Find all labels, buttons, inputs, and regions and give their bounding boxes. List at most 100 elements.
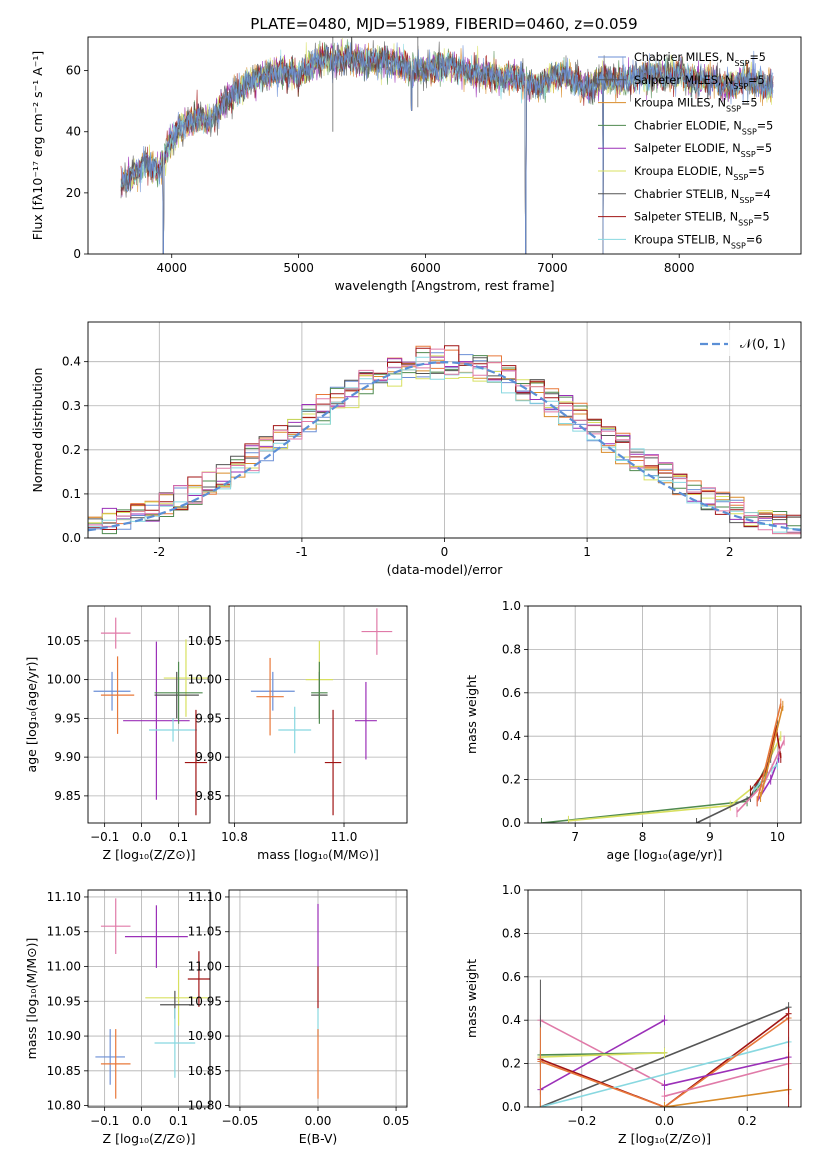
x-tick-label: -2	[153, 545, 165, 559]
y-tick-label: 9.85	[54, 789, 81, 803]
x-tick-label: 1	[583, 545, 591, 559]
legend-label: Chabrier MILES, NSSP=5	[634, 51, 766, 68]
x-tick-label: 0.0	[132, 1114, 151, 1128]
spectrum-line	[120, 42, 774, 254]
mass-vs-extinction-panel: −0.05 0.00 0.05 10.80 10.85 10.90 10.95 11.00 11…	[188, 889, 409, 1146]
y-tick-label: 0.4	[502, 1013, 521, 1027]
x-axis-label: Z [log₁₀(Z/Z⊙)]	[618, 1131, 711, 1146]
plot-area	[93, 617, 209, 816]
y-tick-label: 10.95	[47, 994, 81, 1008]
y-tick-label: 10.85	[47, 1064, 81, 1078]
legend-value: =5	[757, 119, 774, 132]
y-tick-label: 10.80	[47, 1099, 81, 1113]
y-tick-label: 9.95	[54, 711, 81, 725]
y-tick-label: 10.00	[47, 673, 81, 687]
legend-value: =4	[754, 188, 771, 201]
x-axis-label: Z [log₁₀(Z/Z⊙)]	[103, 847, 196, 862]
legend-subscript: SSP	[733, 173, 748, 182]
y-tick-label: 0.6	[502, 970, 521, 984]
legend-subscript: SSP	[733, 81, 748, 90]
y-axis-label: Normed distribution	[30, 368, 45, 493]
y-axis-label: Flux [fλ10⁻¹⁷ erg cm⁻² s⁻¹ A⁻¹]	[30, 51, 45, 240]
legend: Chabrier MILES, NSSP=5 Salpeter MILES, NS…	[598, 51, 773, 250]
x-tick-label: 0	[441, 545, 449, 559]
plot-area	[95, 898, 210, 1099]
axes-border	[87, 605, 211, 824]
x-tick-label: −0.05	[222, 1114, 259, 1128]
y-tick-label: 20	[66, 186, 81, 200]
mass-vs-metallicity-panel: −0.1 0.0 0.1 10.80 10.85 10.90 10.95 11.00 11.05…	[24, 889, 211, 1146]
weight-line	[540, 1013, 790, 1107]
plot-area	[540, 698, 785, 823]
legend-subscript: SSP	[726, 104, 741, 113]
y-tick-label: 9.90	[195, 750, 222, 764]
axes-frame: 7 8 9 10 0.0 0.2 0.4 0.6 0.8 1.0 age [log₁₀(age/yr…	[464, 599, 802, 862]
y-tick-label: 1.0	[502, 883, 521, 897]
weight-line	[540, 1052, 665, 1058]
plot-area	[537, 979, 792, 1107]
legend-label: Chabrier STELIB, NSSP=4	[634, 188, 771, 205]
plot-area	[250, 608, 393, 816]
x-tick-label: 0.0	[132, 830, 151, 844]
weight-line	[759, 705, 784, 798]
legend-subscript: SSP	[734, 59, 749, 68]
y-axis-label: mass weight	[464, 675, 479, 754]
x-tick-label: 10	[770, 830, 785, 844]
y-axis-label: age [log₁₀(age/yr)]	[24, 657, 39, 773]
x-tick-label: 0.1	[169, 830, 188, 844]
x-tick-label: 4000	[156, 261, 187, 275]
legend-value: =5	[749, 51, 766, 64]
axes-frame: 4000 5000 6000 7000 8000 0 20 40 60 wavelength [A…	[30, 36, 802, 293]
weight-line	[568, 735, 782, 822]
x-axis-label: age [log₁₀(age/yr)]	[607, 847, 723, 862]
spectrum-panel: 4000 5000 6000 7000 8000 0 20 40 60 wavelength [A…	[30, 36, 802, 293]
legend-label: Kroupa MILES, NSSP=5	[634, 97, 757, 114]
axes-frame: −0.1 0.0 0.1 10.80 10.85 10.90 10.95 11.00 11.05…	[24, 889, 211, 1146]
y-tick-label: 9.95	[195, 711, 222, 725]
y-tick-label: 10.80	[188, 1099, 222, 1113]
x-axis-label: (data-model)/error	[387, 562, 504, 577]
y-tick-label: 11.05	[188, 925, 222, 939]
y-tick-label: 11.00	[188, 960, 222, 974]
x-tick-label: 8000	[664, 261, 695, 275]
y-tick-label: 0.0	[502, 816, 521, 830]
y-tick-label: 10.95	[188, 994, 222, 1008]
weight-vs-age-panel: 7 8 9 10 0.0 0.2 0.4 0.6 0.8 1.0 age [log₁₀(age/yr…	[464, 599, 802, 862]
x-tick-label: 5000	[283, 261, 314, 275]
y-tick-label: 0.0	[62, 531, 81, 545]
x-tick-label: −0.1	[90, 830, 119, 844]
weight-line	[540, 1019, 665, 1087]
legend-label: Kroupa STELIB, NSSP=6	[634, 233, 762, 250]
weight-line	[756, 703, 782, 802]
plot-area	[88, 345, 801, 535]
y-tick-label: 40	[66, 125, 81, 139]
legend-subscript: SSP	[731, 241, 746, 250]
axes-border	[228, 605, 408, 824]
y-tick-label: 10.00	[188, 673, 222, 687]
y-tick-label: 0.4	[502, 729, 521, 743]
gaussian-reference-curve	[88, 360, 801, 532]
histogram-step	[88, 348, 801, 535]
legend-value: =5	[756, 142, 773, 155]
legend-value: =5	[748, 74, 765, 87]
weight-line	[664, 1062, 789, 1097]
axes-border	[228, 889, 408, 1108]
legend-value: =5	[748, 165, 765, 178]
y-tick-label: 0.1	[62, 487, 81, 501]
legend-value: =6	[746, 233, 763, 246]
axes-frame: -2 -1 0 1 2 0.0 0.1 0.2 0.3 0.4 (data-model)/error…	[30, 321, 802, 577]
y-tick-label: 11.00	[47, 960, 81, 974]
x-tick-label: 10.8	[221, 830, 248, 844]
legend-label: Salpeter MILES, NSSP=5	[634, 74, 765, 91]
legend-label: Salpeter ELODIE, NSSP=5	[634, 142, 772, 159]
x-tick-label: 7	[571, 830, 579, 844]
grid-lines	[528, 605, 801, 824]
legend-subscript: SSP	[742, 127, 757, 136]
axes-border	[87, 36, 802, 255]
y-tick-label: 9.85	[195, 789, 222, 803]
y-tick-label: 0.8	[502, 642, 521, 656]
x-tick-label: −0.1	[90, 1114, 119, 1128]
legend-label: Salpeter STELIB, NSSP=5	[634, 211, 770, 228]
y-tick-label: 11.10	[47, 890, 81, 904]
